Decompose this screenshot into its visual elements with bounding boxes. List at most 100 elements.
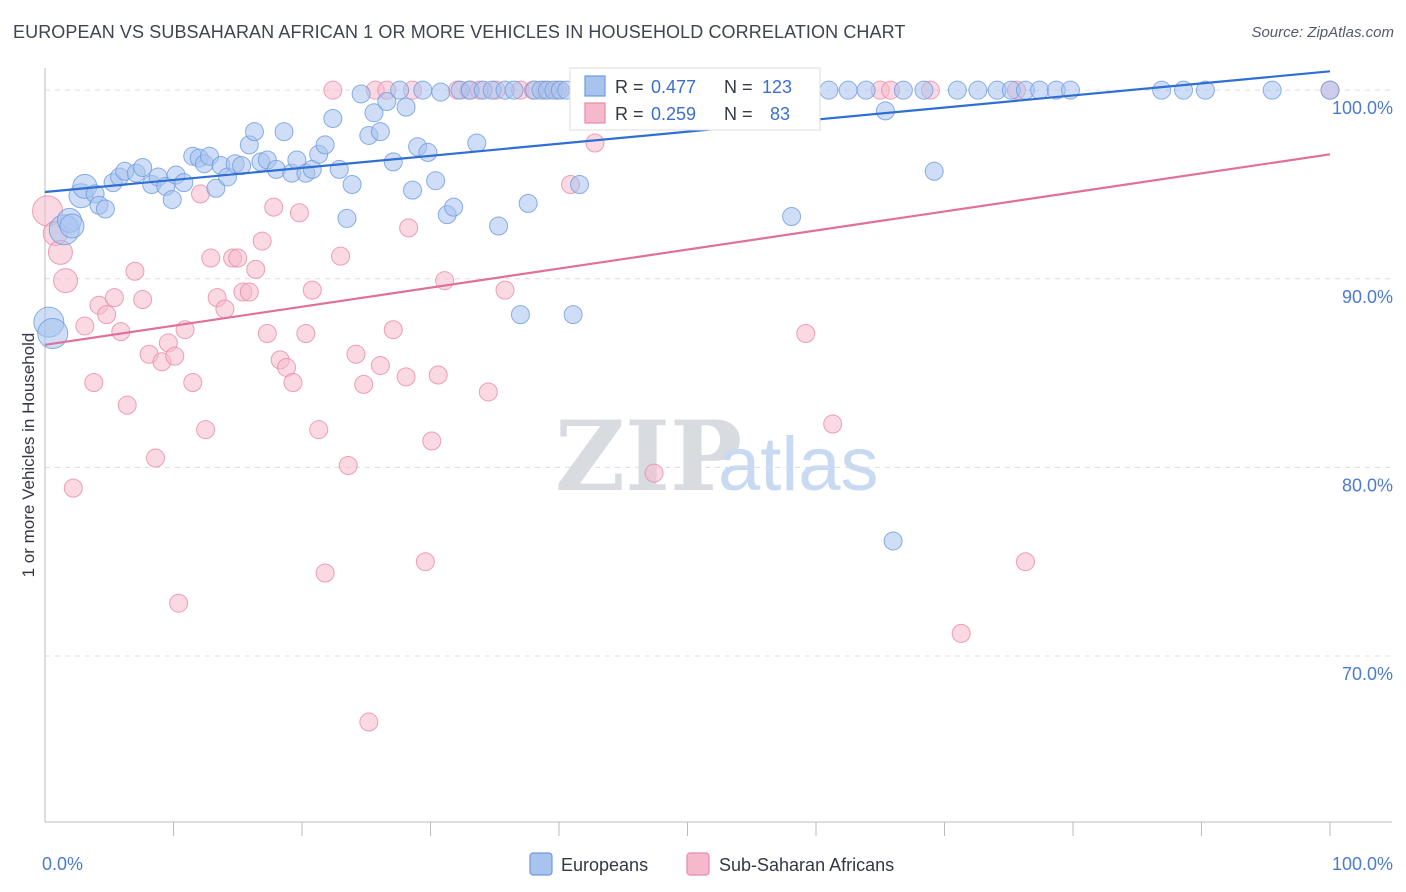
africans-point	[125, 261, 145, 281]
europeans-point	[510, 305, 530, 325]
africans-point	[399, 218, 419, 238]
africans-point	[75, 316, 95, 336]
europeans-point	[413, 80, 433, 100]
europeans-point	[1195, 80, 1215, 100]
europeans-point	[244, 122, 264, 142]
legend-label-africans: Sub-Saharan Africans	[719, 855, 894, 875]
africans-point	[644, 463, 664, 483]
n-label-africans: N =	[724, 104, 753, 124]
legend-swatch-africans	[686, 852, 710, 876]
africans-point	[823, 414, 843, 434]
africans-point	[315, 563, 335, 583]
r-value-europeans: 0.477	[651, 77, 696, 97]
africans-point	[1015, 552, 1035, 572]
x-tick-label: 100.0%	[1332, 854, 1393, 874]
africans-point	[97, 305, 117, 325]
europeans-point	[883, 531, 903, 551]
stats-swatch-africans	[584, 102, 606, 124]
africans-point	[246, 259, 266, 279]
europeans-point	[383, 152, 403, 172]
europeans-point	[396, 97, 416, 117]
europeans-point	[370, 122, 390, 142]
europeans-point	[563, 305, 583, 325]
legend-label-europeans: Europeans	[561, 855, 648, 875]
africans-point	[63, 478, 83, 498]
y-tick-label: 100.0%	[1332, 98, 1393, 118]
europeans-point	[489, 216, 509, 236]
europeans-point	[162, 190, 182, 210]
watermark-atlas: atlas	[718, 422, 879, 507]
europeans-point	[893, 80, 913, 100]
europeans-point	[337, 208, 357, 228]
africans-point	[257, 323, 277, 343]
africans-point	[585, 133, 605, 153]
africans-point	[169, 593, 189, 613]
europeans-point	[95, 199, 115, 219]
africans-point	[495, 280, 515, 300]
africans-point	[338, 456, 358, 476]
europeans-point	[947, 80, 967, 100]
europeans-point	[819, 80, 839, 100]
africans-point	[296, 323, 316, 343]
africans-point	[951, 623, 971, 643]
europeans-point	[174, 173, 194, 193]
europeans-point	[390, 80, 410, 100]
europeans-point	[838, 80, 858, 100]
europeans-point	[274, 122, 294, 142]
africans-point	[796, 323, 816, 343]
africans-point	[117, 395, 137, 415]
africans-point	[415, 552, 435, 572]
africans-point	[215, 299, 235, 319]
europeans-point	[377, 91, 397, 111]
africans-point	[283, 373, 303, 393]
europeans-point	[418, 142, 438, 162]
africans-point	[422, 431, 442, 451]
stats-swatch-europeans	[584, 75, 606, 97]
africans-point	[309, 420, 329, 440]
r-label-europeans: R =	[615, 77, 644, 97]
africans-point	[302, 280, 322, 300]
africans-point	[478, 382, 498, 402]
trend-layer	[44, 70, 1331, 346]
africans-point	[53, 268, 79, 294]
y-tick-label: 90.0%	[1342, 287, 1393, 307]
europeans-point	[444, 197, 464, 217]
europeans-point	[403, 180, 423, 200]
x-tick-label: 0.0%	[42, 854, 83, 874]
europeans-point	[426, 171, 446, 191]
europeans-point	[875, 101, 895, 121]
africans-point	[264, 197, 284, 217]
africans-point	[183, 373, 203, 393]
europeans-point	[914, 80, 934, 100]
africans-point	[354, 374, 374, 394]
series-legend: Europeans Sub-Saharan Africans	[529, 852, 894, 876]
europeans-point	[1030, 80, 1050, 100]
africans-point	[396, 367, 416, 387]
europeans-point	[133, 158, 153, 178]
africans-point	[428, 365, 448, 385]
africans-point	[84, 373, 104, 393]
y-axis-label: 1 or more Vehicles in Household	[19, 333, 38, 578]
europeans-point	[924, 161, 944, 181]
europeans-point	[323, 108, 343, 128]
europeans-point	[504, 80, 524, 100]
africans-point	[331, 246, 351, 266]
africans-point	[359, 712, 379, 732]
europeans-point	[782, 207, 802, 227]
africans-point	[133, 290, 153, 310]
europeans-trend-line	[44, 70, 1331, 194]
chart-source: Source: ZipAtlas.com	[1251, 24, 1394, 41]
r-value-africans: 0.259	[651, 104, 696, 124]
europeans-point	[518, 193, 538, 213]
africans-point	[146, 448, 166, 468]
n-value-africans: 83	[770, 104, 790, 124]
europeans-point	[1152, 80, 1172, 100]
africans-point	[196, 420, 216, 440]
europeans-point	[315, 135, 335, 155]
europeans-point	[1320, 80, 1340, 100]
africans-point	[323, 80, 343, 100]
africans-point	[201, 248, 221, 268]
europeans-point	[467, 133, 487, 153]
africans-point	[104, 288, 124, 308]
